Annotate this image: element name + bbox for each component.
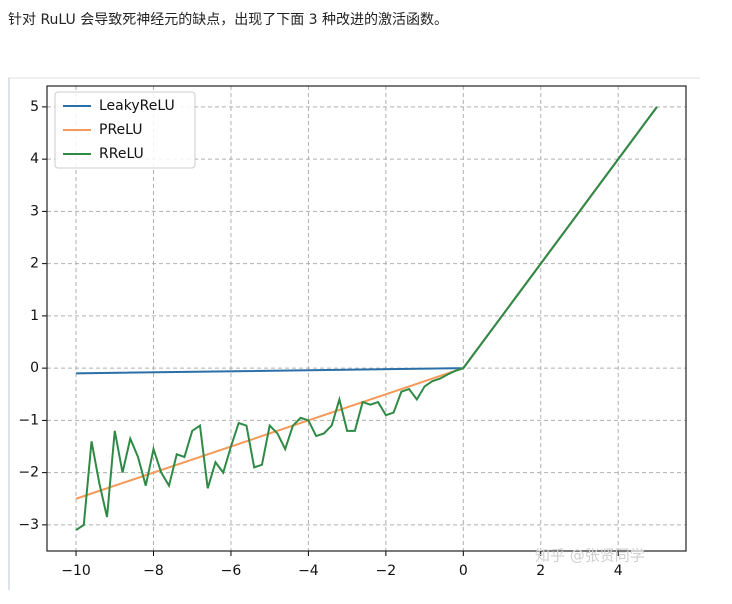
legend-box bbox=[54, 91, 196, 169]
y-tick-label: 1 bbox=[30, 308, 39, 324]
x-tick-label: 0 bbox=[459, 563, 468, 579]
y-tick-label: 0 bbox=[30, 360, 39, 376]
y-tick-label: 3 bbox=[30, 203, 39, 219]
x-tick-label: −4 bbox=[298, 563, 319, 579]
legend-label: PReLU bbox=[99, 122, 143, 138]
x-tick-label: −8 bbox=[143, 563, 164, 579]
y-tick-label: −3 bbox=[18, 517, 39, 533]
x-tick-label: 4 bbox=[614, 563, 623, 579]
x-tick-label: −6 bbox=[221, 563, 242, 579]
x-tick-label: −2 bbox=[376, 563, 397, 579]
caption: 针对 RuLU 会导致死神经元的缺点，出现了下面 3 种改进的激活函数。 bbox=[8, 12, 449, 28]
legend-label: LeakyReLU bbox=[99, 98, 175, 114]
y-tick-label: 2 bbox=[30, 256, 39, 272]
x-tick-label: −10 bbox=[61, 563, 91, 579]
y-tick-label: 4 bbox=[30, 151, 39, 167]
y-tick-label: −2 bbox=[18, 465, 39, 481]
x-tick-label: 2 bbox=[536, 563, 545, 579]
line-series bbox=[75, 106, 658, 531]
watermark: 知乎 @张贤同学 bbox=[535, 547, 645, 565]
legend-label: RReLU bbox=[99, 146, 144, 162]
y-tick-label: 5 bbox=[30, 99, 39, 115]
y-tick-label: −1 bbox=[18, 412, 39, 428]
plot-frame bbox=[46, 85, 687, 552]
